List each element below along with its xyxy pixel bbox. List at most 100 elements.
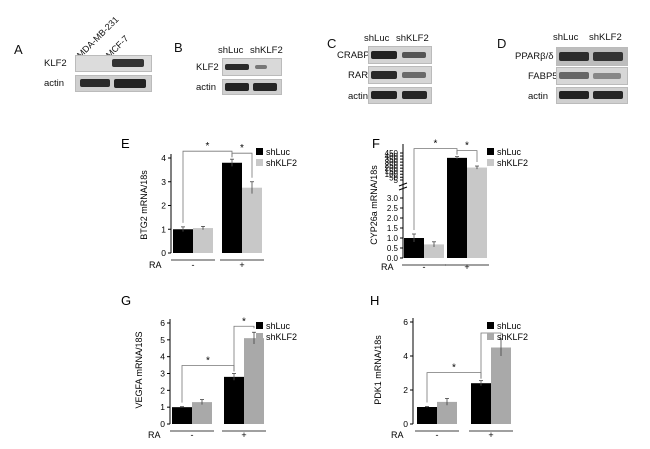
blot-d-fabp5: [556, 67, 628, 85]
band: [255, 65, 267, 69]
panel-letter-e: E: [121, 136, 130, 151]
band: [371, 71, 397, 79]
y-tick-label: 400: [385, 152, 399, 161]
y-tick-label: 2: [161, 201, 166, 211]
blot-c-actin: [368, 87, 432, 104]
blot-b-actin: [222, 79, 282, 95]
treatment-label: RA: [391, 430, 404, 440]
y-tick-label: 1.0: [387, 234, 399, 243]
y-tick-label: 2: [160, 385, 165, 395]
legend-label-shklf2: shKLF2: [497, 332, 528, 342]
band: [225, 64, 249, 70]
row-label-klf2: KLF2: [44, 58, 67, 69]
bar-shklf2-0: [424, 244, 444, 258]
bar-shklf2-0: [193, 228, 213, 253]
bar-shluc-1: [471, 383, 491, 424]
y-tick-label: 6: [403, 317, 408, 327]
blot-c-crabp2: [368, 46, 432, 64]
legend-swatch-shluc: [256, 148, 263, 155]
lane-label-shluc: shLuc: [553, 32, 579, 43]
legend-label-shluc: shLuc: [497, 321, 522, 331]
band: [225, 83, 249, 91]
band: [593, 73, 621, 79]
bar-shklf2-1: [491, 347, 511, 424]
blot-a-actin: [75, 75, 152, 92]
category-label: -: [423, 262, 426, 272]
y-tick-label: 50: [389, 173, 398, 182]
legend-label-shklf2: shKLF2: [266, 332, 297, 342]
band: [559, 91, 589, 99]
band: [593, 52, 623, 61]
significance-bracket: [231, 152, 253, 178]
significance-star: *: [465, 141, 469, 152]
significance-star: *: [206, 141, 210, 152]
legend-swatch-shluc: [487, 148, 494, 155]
significance-bracket: [456, 150, 478, 163]
y-tick-label: 1: [160, 402, 165, 412]
y-tick-label: 3: [160, 369, 165, 379]
bar-shluc-1: [222, 162, 242, 253]
significance-bracket: [233, 325, 255, 372]
treatment-label: RA: [381, 262, 394, 272]
bar-shklf2-0: [437, 401, 457, 424]
panel-letter-f: F: [372, 136, 380, 151]
legend-label-shluc: shLuc: [266, 321, 291, 331]
bar-shluc-0: [417, 407, 437, 424]
category-label: +: [488, 430, 493, 440]
legend-label-shluc: shLuc: [266, 147, 291, 157]
y-tick-label: 4: [160, 352, 165, 362]
y-axis-label: BTG2 mRNA/18s: [139, 170, 149, 240]
blot-b-klf2: [222, 58, 282, 76]
band: [593, 91, 623, 99]
category-label: +: [241, 430, 246, 440]
band: [371, 51, 397, 59]
row-label-fabp5: FABP5: [528, 71, 558, 82]
y-axis-label: PDK1 mRNA/18s: [373, 335, 383, 405]
legend-swatch-shklf2: [487, 333, 494, 340]
legend-swatch-shluc: [487, 322, 494, 329]
lane-label-shklf2: shKLF2: [396, 33, 429, 44]
y-tick-label: 300: [385, 158, 399, 167]
bar-shklf2-0: [192, 402, 212, 424]
significance-star: *: [240, 143, 244, 154]
row-label-ppar: PPARβ/δ: [515, 51, 554, 62]
y-tick-label: 100: [385, 170, 399, 179]
blot-c-rar-gamma: [368, 66, 432, 84]
legend-label-shklf2: shKLF2: [497, 158, 528, 168]
blot-d-actin: [556, 87, 628, 104]
y-tick-label: 1: [161, 224, 166, 234]
y-tick-label: 150: [385, 167, 399, 176]
y-tick-label: 2.5: [387, 204, 399, 213]
y-axis-label: CYP26a mRNA/18s: [369, 165, 379, 245]
legend-swatch-shklf2: [487, 159, 494, 166]
panel-letter-b: B: [174, 40, 183, 55]
category-label: +: [464, 262, 469, 272]
significance-star: *: [452, 363, 456, 374]
blot-d-ppar: [556, 47, 628, 66]
band: [559, 72, 589, 79]
y-tick-label: 6: [160, 318, 165, 328]
band: [114, 79, 146, 88]
axis-break-mark: [398, 182, 408, 191]
band: [402, 91, 427, 99]
category-label: -: [436, 430, 439, 440]
bar-shluc-1: [224, 376, 244, 424]
legend-swatch-shklf2: [256, 333, 263, 340]
lane-label-shluc: shLuc: [218, 45, 244, 56]
y-tick-label: 5: [394, 176, 399, 185]
legend-label-shluc: shLuc: [497, 147, 522, 157]
y-tick-label: 0.0: [387, 254, 399, 263]
treatment-label: RA: [149, 260, 162, 270]
legend-swatch-shluc: [256, 322, 263, 329]
bar-shluc-0: [173, 229, 193, 253]
category-label: +: [239, 260, 244, 270]
y-tick-label: 200: [385, 164, 399, 173]
band: [80, 79, 110, 87]
significance-star: *: [206, 356, 210, 367]
panel-letter-a: A: [14, 42, 23, 57]
y-tick-label: 1.5: [387, 224, 399, 233]
y-tick-label: 3.0: [387, 194, 399, 203]
row-label-rar-gamma: RARγ: [348, 70, 373, 81]
band: [371, 91, 397, 99]
